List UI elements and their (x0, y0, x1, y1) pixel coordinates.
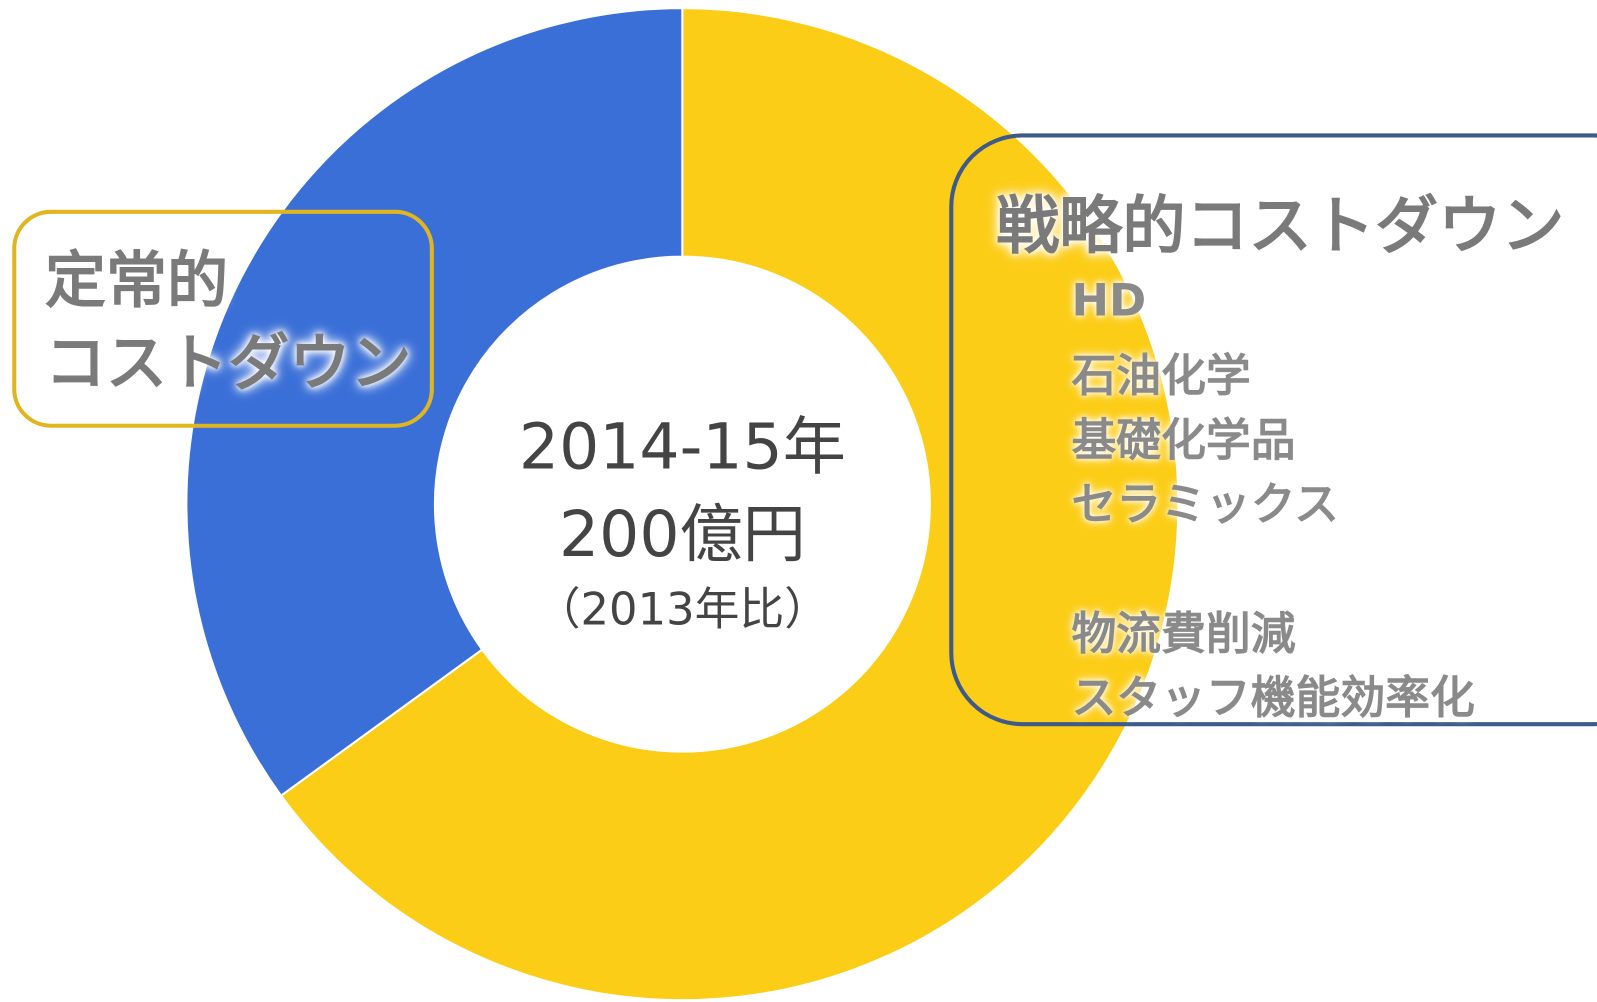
donut-segment (279, 7, 1180, 1002)
center-note: （2013年比） (535, 583, 830, 636)
left-box (12, 209, 434, 428)
right-label: 戦略的コストダウン (996, 188, 1565, 263)
center-line: 200億円 (558, 497, 806, 572)
item-text: 基礎化学品 (1071, 414, 1296, 467)
item-text: HD (1071, 274, 1147, 327)
left-label: 定常的 コストダウン (44, 245, 412, 400)
right-box (949, 133, 1597, 727)
center-line: 2014-15年 (518, 409, 846, 484)
item-text: 物流費削減 (1071, 608, 1296, 660)
item-text: セラミックス (1071, 478, 1340, 531)
item-text: 石油化学 (1071, 350, 1251, 403)
item-text: スタッフ機能効率化 (1071, 672, 1475, 725)
donut-segment (185, 7, 684, 798)
